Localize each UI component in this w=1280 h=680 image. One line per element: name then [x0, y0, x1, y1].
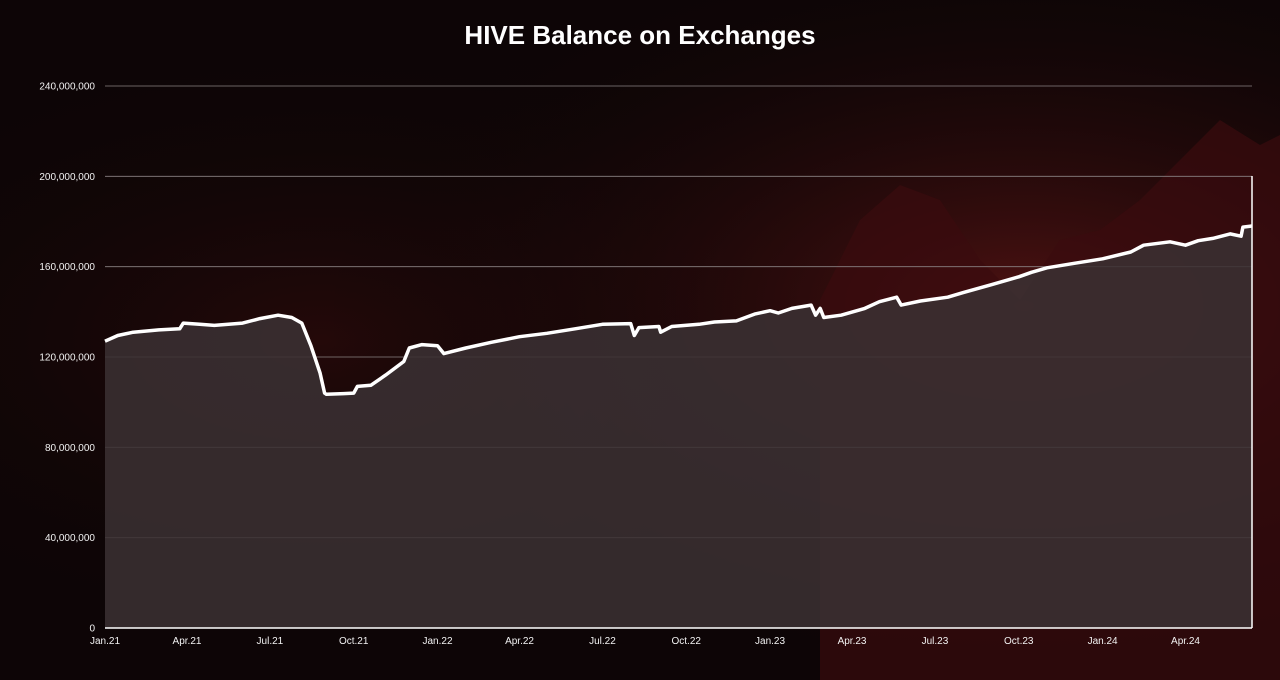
x-tick-label: Jul.23 — [922, 636, 949, 647]
y-tick-label: 80,000,000 — [45, 443, 95, 454]
y-tick-label: 160,000,000 — [39, 262, 95, 273]
x-tick-label: Apr.23 — [838, 636, 867, 647]
y-tick-label: 40,000,000 — [45, 533, 95, 544]
x-tick-label: Apr.21 — [173, 636, 202, 647]
x-tick-label: Oct.21 — [339, 636, 369, 647]
x-tick-label: Jan.24 — [1088, 636, 1118, 647]
y-axis-ticks: 0 40,000,000 80,000,000 120,000,000 160,000,… — [39, 82, 95, 635]
x-axis-ticks: Jan.21 Apr.21 Jul.21 Oct.21 Jan.22 Apr.22 Jul.… — [90, 636, 1200, 647]
x-tick-label: Apr.22 — [505, 636, 534, 647]
x-tick-label: Oct.22 — [672, 636, 702, 647]
series-line — [104, 224, 1253, 397]
series-area — [105, 226, 1252, 628]
x-tick-label: Jan.23 — [755, 636, 785, 647]
y-tick-label: 200,000,000 — [39, 172, 95, 183]
x-tick-label: Jan.21 — [90, 636, 120, 647]
x-tick-label: Jan.22 — [423, 636, 453, 647]
x-tick-label: Oct.23 — [1004, 636, 1034, 647]
y-tick-label: 0 — [89, 624, 95, 635]
x-tick-label: Apr.24 — [1171, 636, 1200, 647]
chart-title: HIVE Balance on Exchanges — [464, 20, 816, 50]
x-tick-label: Jul.22 — [589, 636, 616, 647]
y-tick-label: 120,000,000 — [39, 353, 95, 364]
y-tick-label: 240,000,000 — [39, 82, 95, 93]
x-tick-label: Jul.21 — [257, 636, 284, 647]
